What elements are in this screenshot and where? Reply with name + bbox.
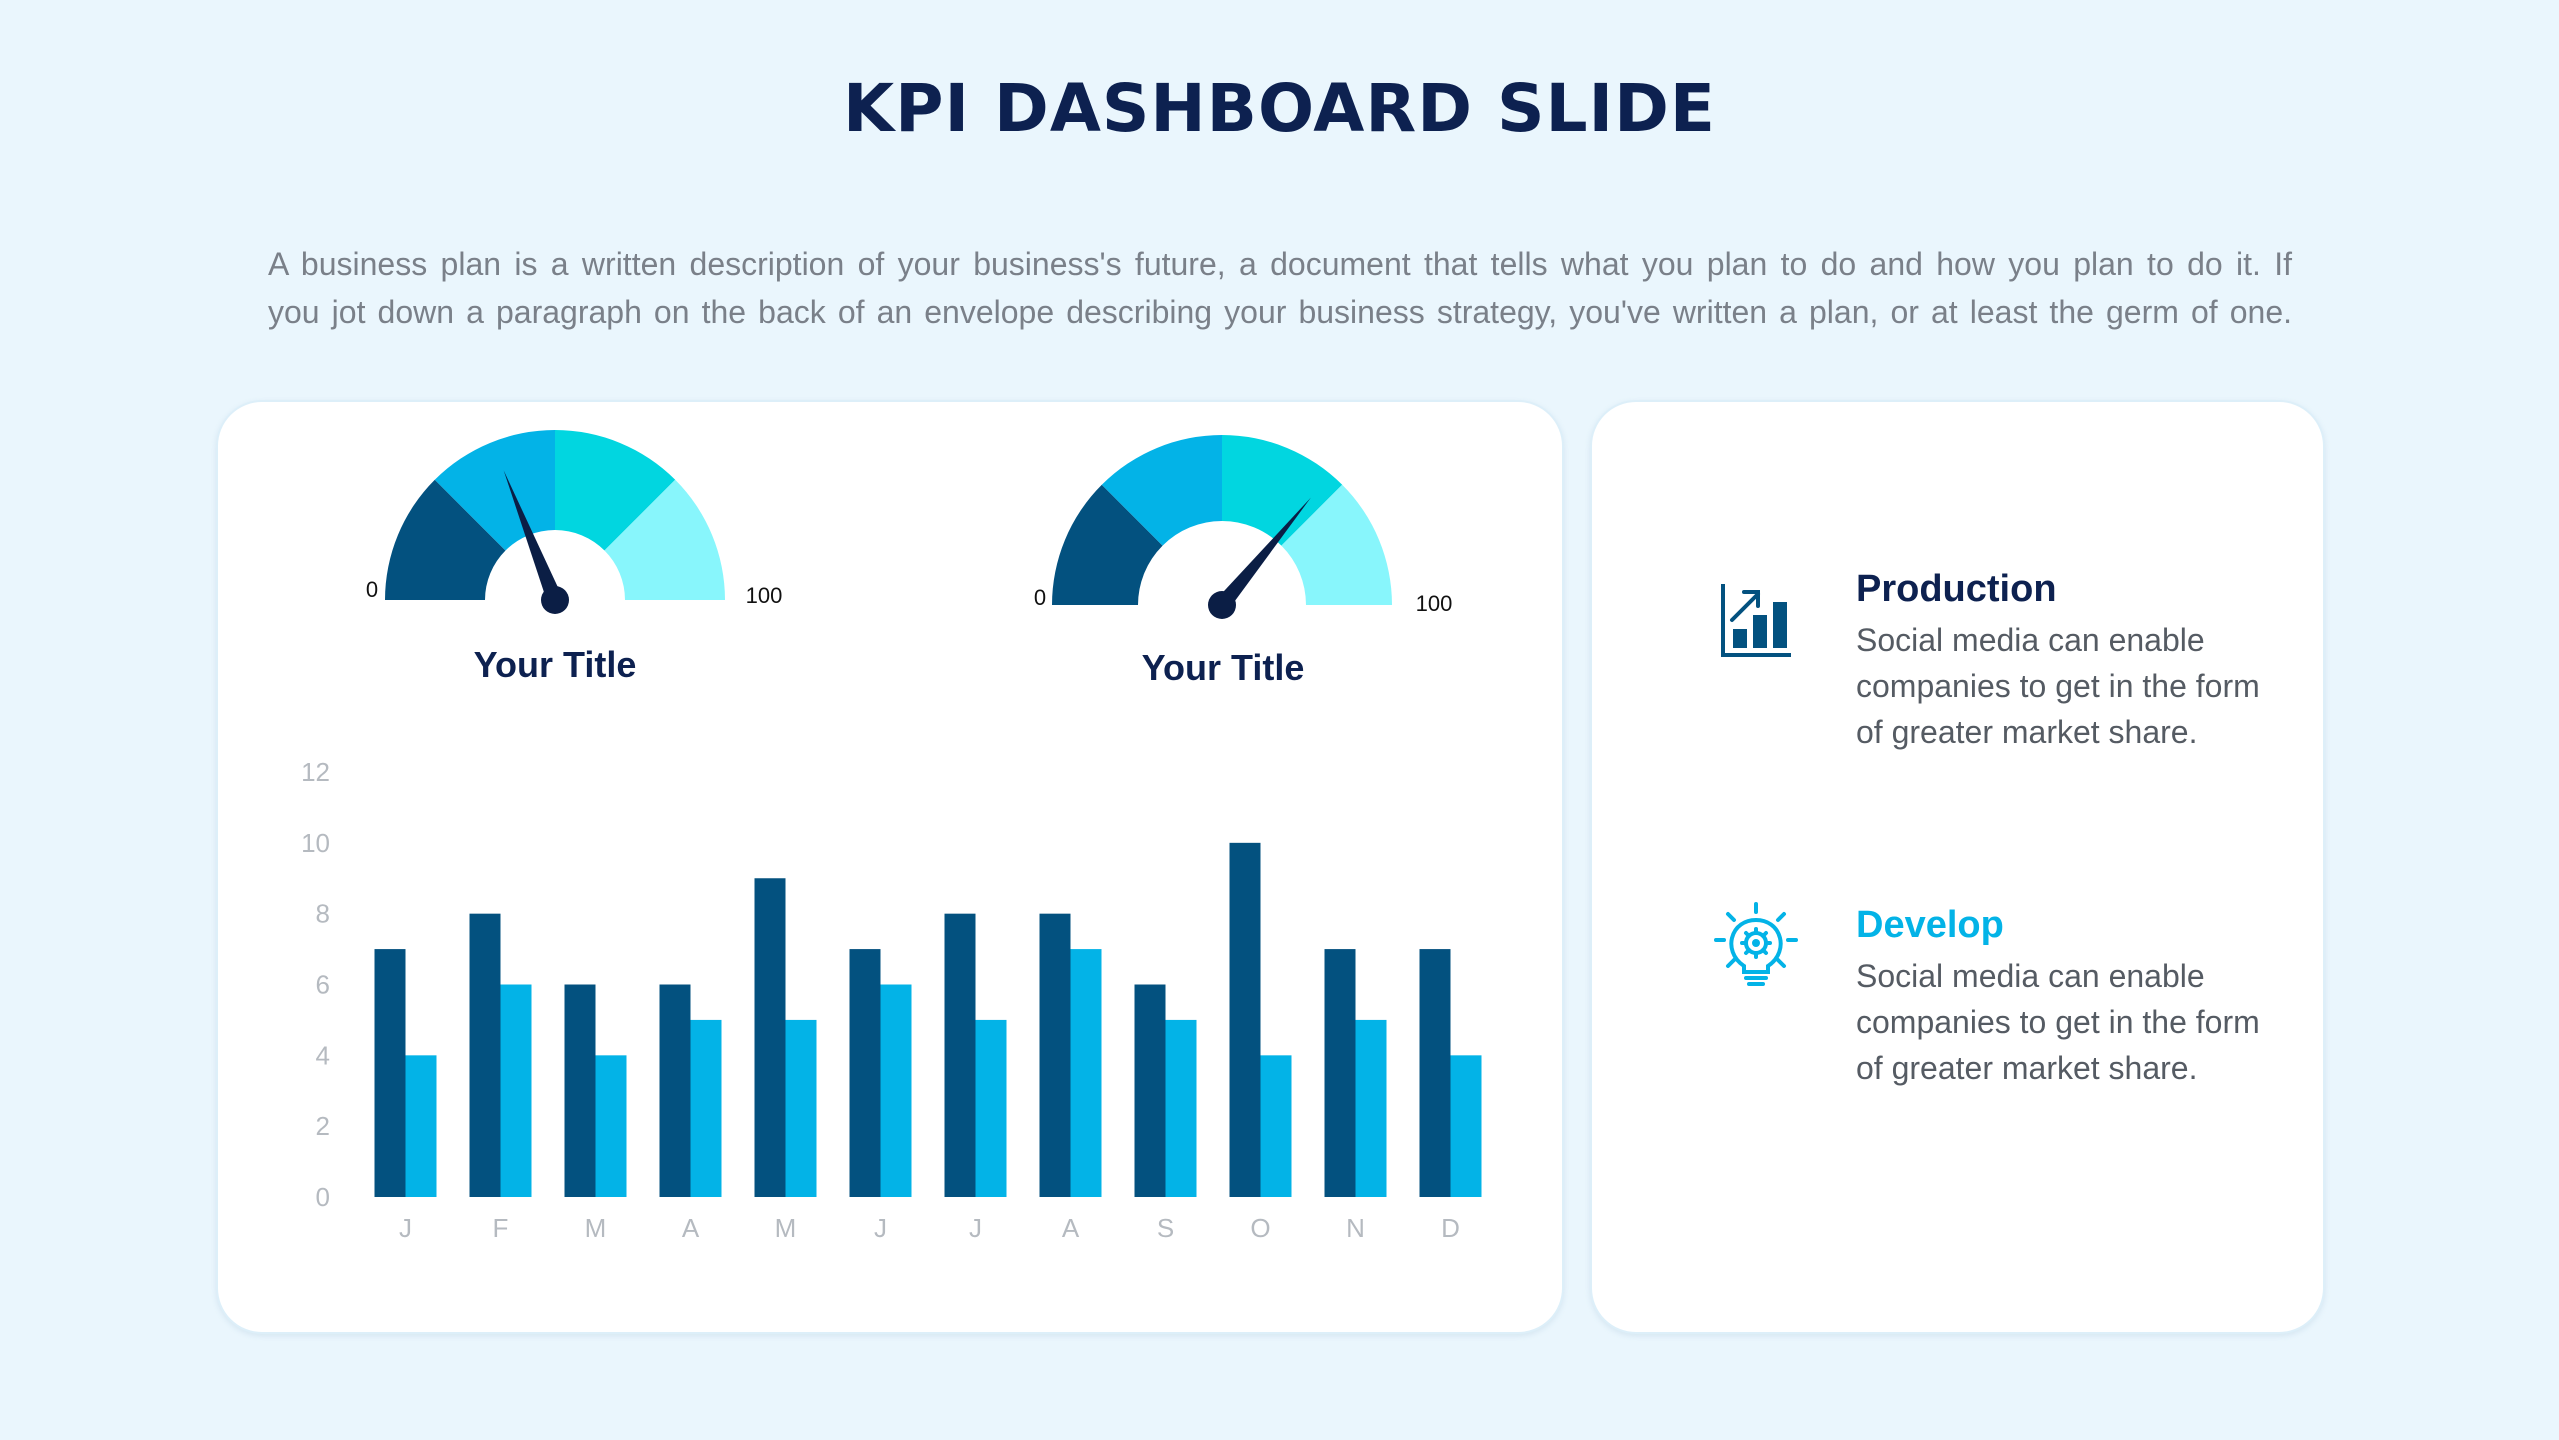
y-tick-label: 6	[316, 970, 330, 1000]
gauge-segment	[385, 479, 506, 600]
bar-series-1	[564, 984, 596, 1197]
slide-description-line: you jot down a paragraph on the back of …	[268, 294, 2292, 330]
bar-series-1	[1324, 949, 1356, 1197]
x-tick-label: A	[682, 1213, 700, 1243]
gauge-needle-hub	[1208, 591, 1236, 619]
gauge-1-title: Your Title	[474, 644, 637, 685]
x-tick-label: F	[493, 1213, 509, 1243]
bar-series-2	[1450, 1055, 1482, 1197]
bar-series-1	[659, 984, 691, 1197]
bar-series-2	[690, 1019, 722, 1197]
x-tick-label: M	[775, 1213, 797, 1243]
bar-series-1	[374, 949, 406, 1197]
info-item-text-line: of greater market share.	[1856, 1050, 2198, 1086]
bar-series-2	[785, 1019, 817, 1197]
bar-series-2	[405, 1055, 437, 1197]
bar-series-2	[595, 1055, 627, 1197]
bar-series-1	[1134, 984, 1166, 1197]
gauge-2-title: Your Title	[1142, 647, 1305, 688]
bar-series-2	[1165, 1019, 1197, 1197]
x-tick-label: D	[1441, 1213, 1460, 1243]
gauge-segment	[1281, 484, 1392, 605]
x-tick-label: M	[585, 1213, 607, 1243]
slide-title: KPI DASHBOARD SLIDE	[842, 70, 1716, 147]
y-tick-label: 2	[316, 1111, 330, 1141]
x-tick-label: J	[874, 1213, 887, 1243]
gauge-segment	[555, 430, 676, 551]
bar-series-1	[469, 913, 501, 1197]
bar-series-2	[500, 984, 532, 1197]
y-tick-label: 12	[301, 757, 330, 787]
gauge-segment	[1052, 484, 1163, 605]
info-card: Production Social media can enable compa…	[1590, 400, 2325, 1334]
gauge-segment	[1222, 435, 1343, 546]
bar-series-1	[944, 913, 976, 1197]
x-tick-label: A	[1062, 1213, 1080, 1243]
gauge-1-max-label: 100	[746, 583, 783, 608]
info-item-text-line: Social media can enable	[1856, 958, 2205, 994]
gauge-segment	[604, 479, 725, 600]
gauge-2	[1052, 435, 1392, 619]
bar-series-1	[1419, 949, 1451, 1197]
lightbulb-gear-icon	[1714, 902, 1798, 992]
bar-chart: 0 2 4 6 8 10 12 J F M A M J J A S O N D	[301, 757, 1482, 1243]
gauge-segment	[1101, 435, 1222, 546]
x-tick-label: S	[1157, 1213, 1174, 1243]
info-item-text-line: companies to get in the form	[1856, 1004, 2260, 1040]
info-item-text-line: companies to get in the form	[1856, 668, 2260, 704]
info-item-develop: Develop Social media can enable companie…	[1856, 904, 2276, 1091]
bar-series-2	[1355, 1019, 1387, 1197]
gauge-2-max-label: 100	[1416, 591, 1453, 616]
bar-series-2	[1260, 1055, 1292, 1197]
gauge-needle	[503, 470, 563, 603]
y-tick-label: 4	[316, 1040, 330, 1070]
bar-series-2	[880, 984, 912, 1197]
slide-description-line: A business plan is a written description…	[268, 246, 2292, 282]
x-tick-label: J	[399, 1213, 412, 1243]
kpi-chart-canvas: 0 100 Your Title 0 100 Your Title 0 2 4 6 8 1…	[301, 430, 1482, 1243]
gauge-1	[385, 430, 725, 614]
bar-series-2	[975, 1019, 1007, 1197]
info-item-text-line: Social media can enable	[1856, 622, 2205, 658]
gauge-needle	[1215, 497, 1311, 611]
bar-series-2	[1070, 949, 1102, 1197]
kpi-chart-card: 0 100 Your Title 0 100 Your Title 0 2 4 6 8 1…	[216, 400, 1564, 1334]
slide-description: A business plan is a written description…	[268, 240, 2292, 336]
bar-series-1	[1229, 842, 1261, 1197]
info-item-text: Social media can enable companies to get…	[1856, 617, 2276, 755]
bar-series-1	[754, 878, 786, 1197]
x-tick-label: J	[969, 1213, 982, 1243]
info-item-text: Social media can enable companies to get…	[1856, 953, 2276, 1091]
bar-series-1	[849, 949, 881, 1197]
y-tick-label: 0	[316, 1182, 330, 1212]
y-tick-label: 8	[316, 899, 330, 929]
bar-chart-growth-icon	[1720, 582, 1794, 658]
gauge-2-min-label: 0	[1034, 585, 1046, 610]
info-item-title: Production	[1856, 568, 2057, 610]
gauge-1-min-label: 0	[366, 577, 378, 602]
info-item-production: Production Social media can enable compa…	[1856, 568, 2276, 755]
gauge-needle-hub	[541, 586, 569, 614]
x-tick-label: N	[1346, 1213, 1365, 1243]
y-tick-label: 10	[301, 828, 330, 858]
info-item-text-line: of greater market share.	[1856, 714, 2198, 750]
info-item-title: Develop	[1856, 904, 2004, 946]
x-tick-label: O	[1250, 1213, 1270, 1243]
bar-series-1	[1039, 913, 1071, 1197]
